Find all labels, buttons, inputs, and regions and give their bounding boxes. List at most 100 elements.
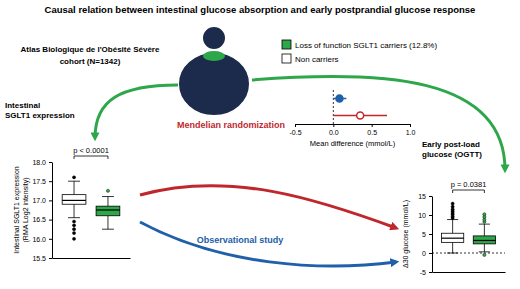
tick: -5: [420, 269, 432, 276]
whisker: [452, 220, 453, 234]
axis: -5 0 5 10 15: [418, 193, 432, 276]
box: [473, 236, 495, 244]
tick: -0.5: [289, 124, 301, 136]
axis-line: [433, 272, 506, 273]
background: [0, 0, 520, 289]
tick-mark: [429, 196, 432, 197]
outlier: [451, 205, 454, 208]
tick: 0.0: [329, 124, 339, 136]
tick-mark: [429, 272, 432, 273]
tick-mark: [49, 181, 52, 182]
tick: 0.5: [367, 124, 377, 136]
axis: [53, 258, 131, 259]
graphical-abstract: Causal relation between intestinal gluco…: [0, 0, 520, 289]
tick-mark: [49, 239, 52, 240]
tick: 18.0: [32, 159, 52, 166]
axis-line: [52, 163, 53, 259]
tick-label: 17.5: [32, 178, 46, 185]
outlier: [483, 253, 486, 256]
significance-bracket: [74, 156, 108, 159]
outlier: [72, 228, 75, 231]
outlier: [72, 176, 75, 179]
median: [473, 240, 495, 241]
series-label: Mendelian randomization: [177, 120, 285, 130]
arrow: [140, 222, 396, 266]
whisker-cap: [479, 251, 490, 252]
outlier: [483, 213, 486, 216]
legend-label: Loss of function SGLT1 carriers (12.8%): [295, 41, 437, 50]
whisker-cap: [68, 217, 80, 218]
tick-label: 0.5: [367, 129, 377, 136]
point: [357, 112, 364, 119]
tick-label: 10: [418, 212, 426, 219]
tick-label: 17.0: [32, 197, 46, 204]
tick-mark: [295, 124, 296, 127]
tick: 17.0: [32, 197, 52, 204]
tick-mark: [429, 253, 432, 254]
person-head: [202, 26, 226, 50]
whisker-cap: [102, 229, 114, 230]
title: Causal relation between intestinal gluco…: [45, 4, 476, 15]
section-label: glucose (OGTT): [422, 150, 482, 159]
tick: 10: [418, 212, 432, 219]
axis-line: [432, 197, 433, 273]
reference-line: [333, 90, 334, 124]
whisker-cap: [68, 181, 80, 182]
p-value: p = 0.0381: [451, 180, 487, 189]
outlier: [72, 220, 75, 223]
axis-line: [53, 258, 131, 259]
tick-label: 5: [422, 231, 426, 238]
tick-mark: [372, 124, 373, 127]
tick: 16.5: [32, 216, 52, 223]
tick: 1.0: [406, 124, 416, 136]
tick-mark: [333, 124, 334, 127]
tick-mark: [49, 200, 52, 201]
tick: 15: [418, 193, 432, 200]
tick: 16.0: [32, 236, 52, 243]
axis: 15.5 16.0 16.5 17.0 17.5 18.0: [32, 159, 52, 262]
person-icon: [178, 26, 250, 116]
outlier: [451, 202, 454, 205]
legend-swatch: [282, 40, 291, 49]
whisker: [107, 197, 108, 207]
whisker: [452, 242, 453, 253]
tick-label: -5: [420, 269, 426, 276]
intestine-patch: [203, 51, 225, 61]
cohort-label: Atlas Biologique de l'Obésité Sévère: [21, 45, 160, 54]
whisker-cap: [479, 224, 490, 225]
axis-line: [296, 124, 411, 125]
plot-area: [62, 176, 120, 241]
tick: 17.5: [32, 178, 52, 185]
tick: 15.5: [32, 255, 52, 262]
whisker: [484, 224, 485, 236]
plot-area: [432, 202, 505, 257]
axis: [433, 272, 506, 273]
point: [336, 95, 343, 102]
tick-label: -0.5: [289, 129, 301, 136]
outlier: [72, 237, 75, 240]
tick-label: 0: [422, 250, 426, 257]
tick-mark: [429, 234, 432, 235]
median: [62, 200, 86, 201]
tick-mark: [429, 215, 432, 216]
whisker: [74, 181, 75, 194]
tick-label: 18.0: [32, 159, 46, 166]
box: [96, 206, 120, 216]
tick-label: 0.0: [329, 129, 339, 136]
axis-title: (RMA Log2 intensity): [22, 178, 30, 243]
median: [96, 209, 120, 210]
whisker: [107, 216, 108, 229]
tick-mark: [49, 220, 52, 221]
axis-title: Δ30 glucose (mmol/L): [402, 200, 410, 268]
tick-label: 15: [418, 193, 426, 200]
section-label: SGLT1 expression: [5, 111, 75, 120]
p-value: p < 0.0001: [73, 146, 109, 155]
legend-label: Non carriers: [295, 55, 339, 64]
axis-title: Intestinal SGLT1 expression: [13, 166, 21, 254]
tick: 0: [422, 250, 432, 257]
box: [62, 195, 86, 205]
tick: 5: [422, 231, 432, 238]
outlier: [72, 224, 75, 227]
median: [442, 238, 464, 239]
arrow: [252, 76, 505, 170]
